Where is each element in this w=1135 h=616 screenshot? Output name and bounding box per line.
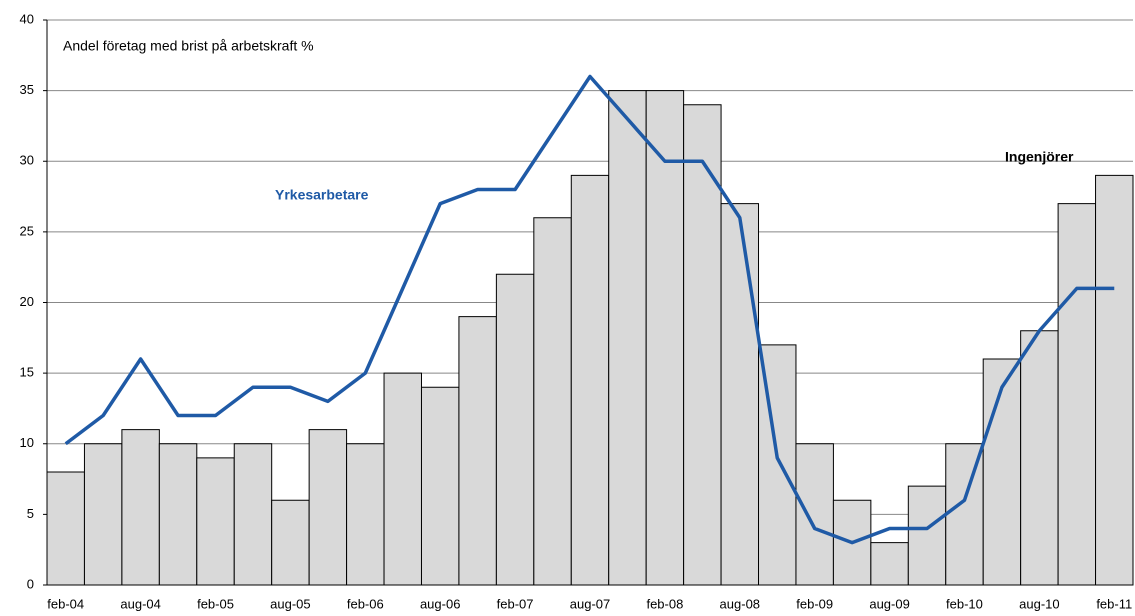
x-tick-label: aug-09 <box>869 596 909 611</box>
x-tick-label: feb-04 <box>47 596 84 611</box>
x-tick-label: aug-05 <box>270 596 310 611</box>
bar <box>570 174 610 586</box>
x-tick-label: feb-10 <box>946 596 983 611</box>
series-label: Ingenjörer <box>1005 149 1074 165</box>
bar <box>196 457 235 586</box>
bar <box>907 485 947 586</box>
bar <box>458 316 497 586</box>
series-label: Yrkesarbetare <box>275 187 369 203</box>
bar <box>46 471 85 586</box>
bar <box>158 443 198 586</box>
bar <box>383 372 422 586</box>
x-tick-label: aug-06 <box>420 596 460 611</box>
line <box>64 74 1115 545</box>
bar <box>795 443 834 586</box>
bar <box>720 203 760 586</box>
x-tick-label: feb-07 <box>497 596 534 611</box>
bar <box>271 499 310 586</box>
x-tick-label: feb-11 <box>1096 596 1132 611</box>
y-tick-label: 20 <box>20 294 34 309</box>
x-tick-label: feb-09 <box>796 596 833 611</box>
bar <box>83 443 123 586</box>
x-tick-label: feb-06 <box>347 596 384 611</box>
bar <box>982 358 1022 586</box>
y-tick-label: 40 <box>20 11 34 26</box>
bar <box>645 90 685 586</box>
x-tick-label: aug-04 <box>120 596 160 611</box>
y-tick-label: 15 <box>20 365 34 380</box>
x-tick-label: feb-08 <box>646 596 683 611</box>
bar <box>233 443 273 586</box>
x-tick-label: feb-05 <box>197 596 234 611</box>
bar <box>121 429 160 586</box>
bar <box>495 273 535 586</box>
y-tick-label: 30 <box>20 153 34 168</box>
y-tick-label: 0 <box>27 576 34 591</box>
y-tick-label: 5 <box>27 506 34 521</box>
x-tick-label: aug-07 <box>570 596 610 611</box>
y-tick-label: 35 <box>20 82 34 97</box>
bar <box>420 386 460 586</box>
y-tick-label: 10 <box>20 435 34 450</box>
bar <box>1057 203 1097 586</box>
bar <box>870 542 909 586</box>
x-tick-label: aug-08 <box>720 596 760 611</box>
bar <box>683 104 722 586</box>
chart-title: Andel företag med brist på arbetskraft % <box>63 38 314 54</box>
bar <box>608 90 647 586</box>
bar <box>533 217 572 586</box>
bar <box>1020 330 1059 586</box>
bar <box>308 429 348 586</box>
bar <box>1095 174 1134 586</box>
y-tick-label: 25 <box>20 223 34 238</box>
x-tick-label: aug-10 <box>1019 596 1059 611</box>
bar <box>346 443 385 586</box>
